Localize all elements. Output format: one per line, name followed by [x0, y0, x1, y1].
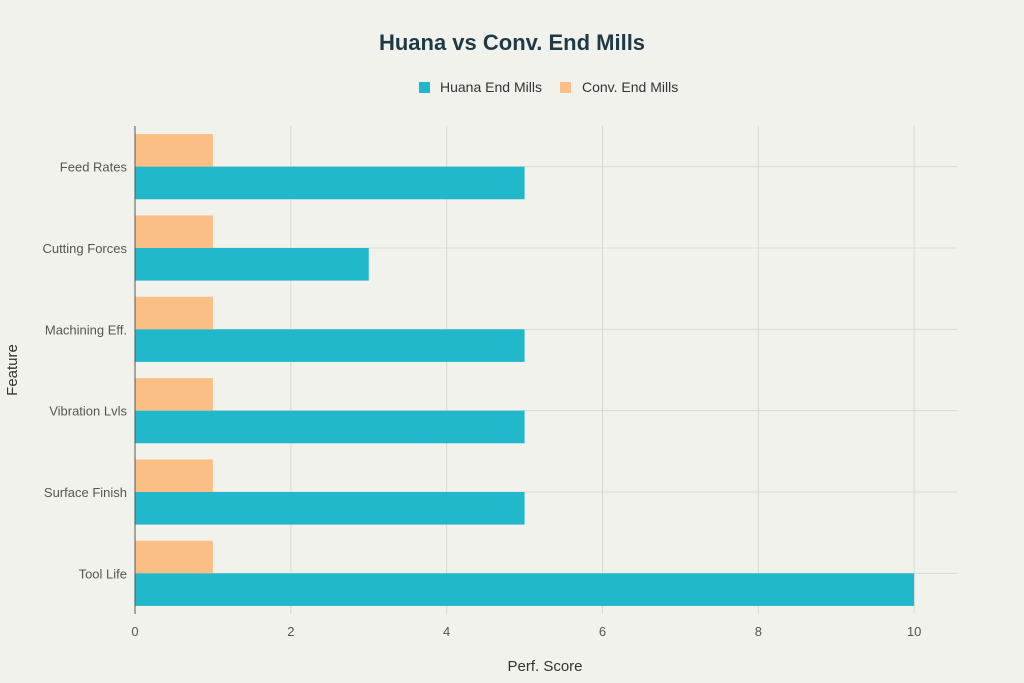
- y-axis-title: Feature: [4, 344, 21, 396]
- bar-huana: [135, 573, 915, 606]
- axes: 0 2 4 6 8 10 Feed Rates Cutting Forces Machining…: [42, 126, 921, 639]
- legend-label-conv: Conv. End Mills: [582, 79, 678, 95]
- bar-conv: [135, 540, 213, 574]
- y-tick-label: Vibration Lvls: [49, 404, 127, 419]
- y-tick-label: Tool Life: [79, 566, 127, 581]
- x-tick-label: 6: [599, 624, 606, 639]
- x-axis-title: Perf. Score: [507, 658, 582, 675]
- legend-swatch-huana: [419, 82, 430, 93]
- y-tick-label: Cutting Forces: [42, 241, 127, 256]
- bar-huana: [135, 248, 369, 281]
- bar-huana: [135, 410, 525, 444]
- legend-swatch-conv: [560, 82, 571, 93]
- y-tick-label: Surface Finish: [44, 485, 127, 500]
- x-tick-label: 2: [287, 624, 294, 639]
- x-tick-label: 0: [131, 624, 138, 639]
- bar-conv: [135, 459, 213, 492]
- legend: Huana End Mills Conv. End Mills: [419, 79, 678, 95]
- bar-conv: [135, 215, 213, 248]
- chart-title: Huana vs Conv. End Mills: [379, 30, 645, 55]
- bar-huana: [135, 329, 525, 362]
- legend-label-huana: Huana End Mills: [440, 79, 542, 95]
- x-tick-label: 8: [755, 624, 762, 639]
- bar-conv: [135, 378, 213, 411]
- x-tick-label: 10: [907, 624, 921, 639]
- bar-huana: [135, 166, 525, 200]
- y-tick-label: Machining Eff.: [45, 322, 127, 337]
- bar-huana: [135, 492, 525, 525]
- bar-conv: [135, 134, 213, 167]
- bars: [135, 134, 915, 606]
- y-tick-label: Feed Rates: [60, 160, 128, 175]
- x-tick-label: 4: [443, 624, 450, 639]
- bar-conv: [135, 296, 213, 330]
